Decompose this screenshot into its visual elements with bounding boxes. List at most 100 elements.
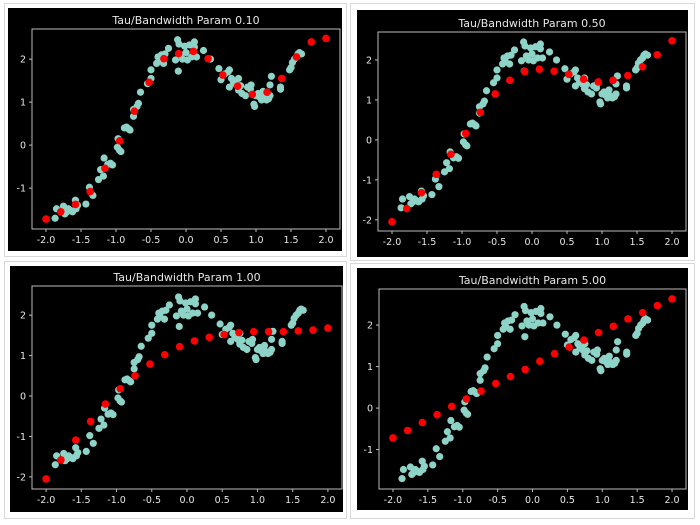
training-point [130, 365, 138, 373]
training-point [191, 300, 200, 308]
prediction-point [668, 295, 676, 303]
prediction-point [324, 324, 332, 332]
prediction-point [520, 67, 529, 76]
training-point [428, 191, 436, 199]
training-point [483, 353, 491, 361]
training-point [238, 336, 246, 344]
training-point [171, 56, 180, 64]
chart-tau-1-00: Tau/Bandwidth Param 1.00 -2.0 -1.5 -1.0 -0.5… [10, 266, 343, 512]
x-tick-label: 2.0 [664, 237, 679, 248]
x-tick-label: -1.5 [72, 235, 91, 246]
prediction-point [116, 384, 125, 393]
prediction-point [491, 90, 499, 98]
training-point [86, 432, 94, 440]
y-tick-label: 0 [20, 391, 26, 402]
training-point [247, 81, 255, 89]
training-point [597, 100, 605, 108]
prediction-point [160, 350, 169, 359]
training-point [464, 410, 472, 418]
prediction-point [71, 436, 80, 444]
prediction-point [263, 88, 271, 97]
prediction-point [249, 327, 258, 336]
training-point [397, 204, 405, 212]
prediction-point [86, 417, 95, 426]
training-point [267, 72, 275, 80]
training-point [546, 313, 554, 321]
training-point [234, 74, 243, 83]
training-point [162, 306, 170, 314]
prediction-point [402, 204, 411, 213]
training-point [189, 309, 197, 317]
prediction-point [550, 349, 559, 358]
training-point [432, 445, 440, 453]
prediction-point [205, 333, 214, 342]
training-point [165, 301, 173, 309]
prediction-point [638, 308, 647, 317]
x-tick-label: 1.0 [248, 235, 263, 246]
training-point [571, 66, 579, 74]
prediction-point [248, 90, 257, 99]
prediction-point [219, 71, 227, 79]
prediction-point [146, 360, 154, 368]
x-tick-label: -1.5 [418, 237, 437, 248]
prediction-point [668, 36, 676, 45]
prediction-point [462, 395, 471, 403]
training-point [147, 66, 155, 74]
y-tick-label: -2 [363, 215, 372, 226]
y-tick-label: 1 [367, 362, 373, 373]
x-tick-label: 2.0 [664, 495, 679, 506]
y-tick-label: -1 [364, 445, 373, 456]
training-point [398, 475, 406, 483]
prediction-point [160, 54, 168, 63]
training-point [193, 309, 202, 317]
prediction-point [264, 327, 273, 336]
training-point [506, 325, 514, 333]
training-point [507, 51, 515, 59]
training-point [99, 172, 107, 180]
training-point [243, 345, 251, 354]
training-point [480, 97, 488, 105]
training-point [190, 38, 198, 46]
training-point [160, 315, 169, 323]
prediction-point [131, 371, 139, 380]
training-point [216, 320, 224, 328]
axes-frame [377, 31, 687, 232]
training-point [537, 309, 545, 318]
training-point [136, 88, 145, 96]
prediction-point [145, 78, 153, 87]
training-point [225, 66, 233, 74]
training-point [612, 90, 620, 98]
training-point [622, 84, 631, 92]
training-point [251, 102, 259, 111]
x-tick-label: 0.0 [178, 235, 193, 246]
y-tick-label: -1 [17, 432, 26, 443]
x-tick-label: 1.0 [595, 495, 610, 506]
training-point [583, 81, 591, 89]
prediction-point [277, 74, 286, 83]
prediction-point [101, 400, 110, 408]
training-point [446, 434, 454, 442]
prediction-point [491, 379, 500, 388]
training-point [612, 346, 620, 354]
training-point [539, 319, 547, 327]
prediction-point [56, 207, 65, 216]
training-point [545, 48, 554, 56]
prediction-point [653, 50, 662, 59]
training-point [552, 56, 561, 64]
training-point [537, 304, 545, 313]
training-point [266, 81, 274, 89]
training-point [517, 57, 526, 65]
training-point [644, 316, 652, 324]
prediction-point [594, 78, 603, 86]
chart-tau-5-00: Tau/Bandwidth Param 5.00 -2.0 -1.5 -1.0 -0.5… [357, 268, 688, 510]
prediction-point [536, 357, 544, 365]
training-point [481, 364, 489, 372]
training-point [429, 461, 437, 469]
training-point [436, 453, 444, 461]
prediction-point [309, 326, 317, 334]
training-point [443, 159, 451, 167]
training-point [463, 142, 471, 150]
training-point [248, 335, 257, 343]
training-point [482, 87, 491, 95]
training-point [82, 200, 90, 208]
